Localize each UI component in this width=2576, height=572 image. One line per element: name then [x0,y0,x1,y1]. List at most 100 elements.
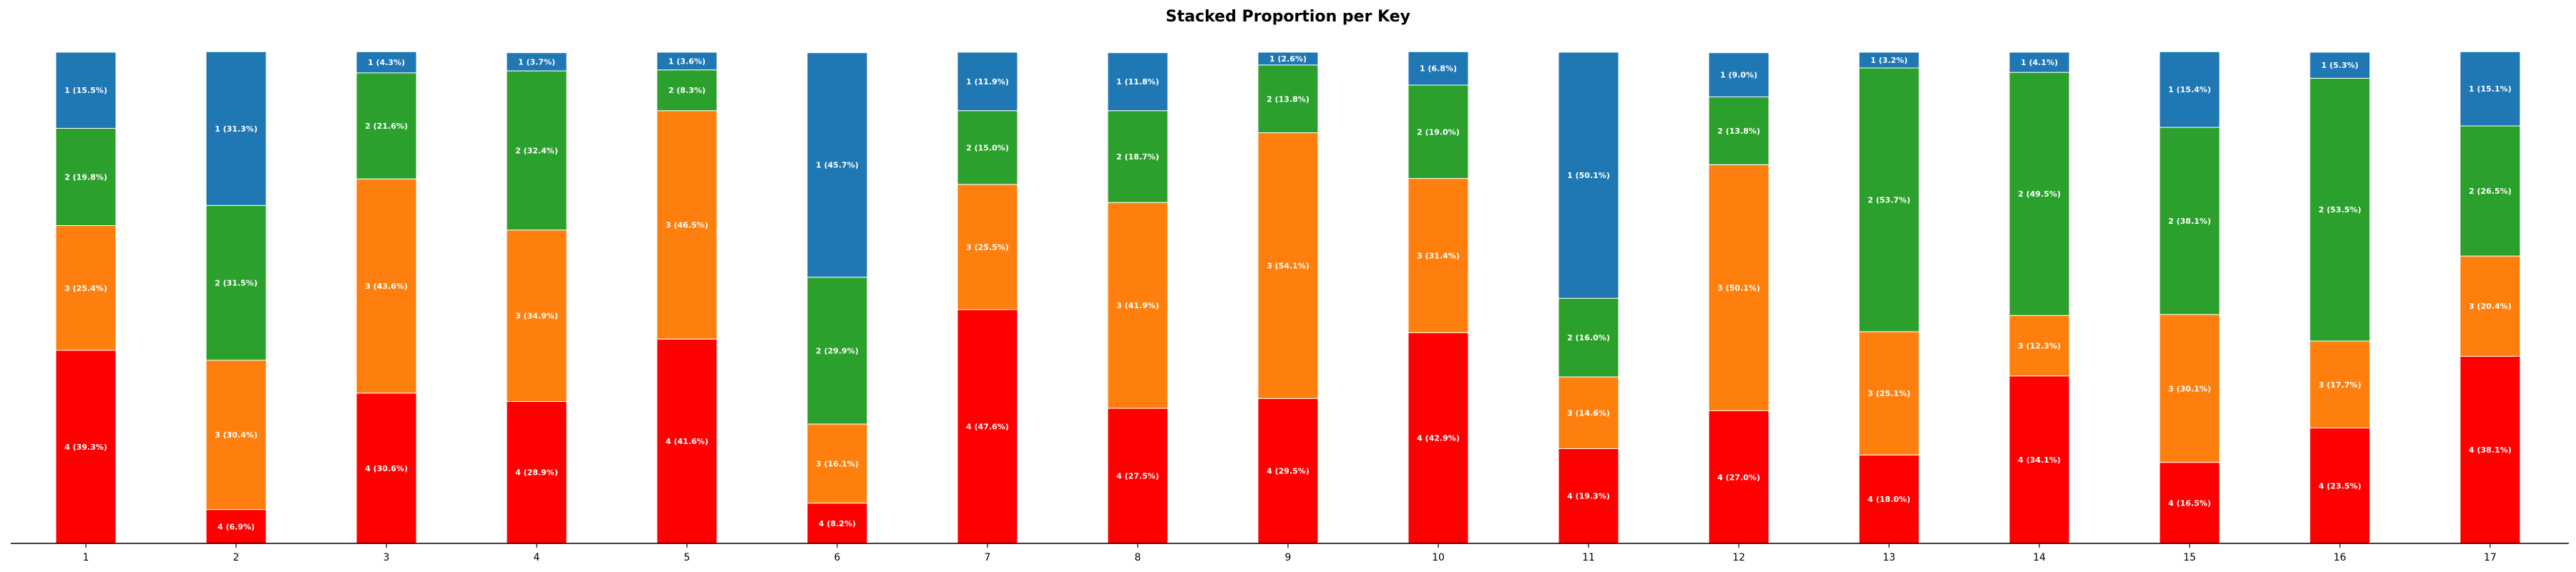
bar-segment-5-key-2 [656,69,718,112]
bar-segment-7-key-3 [957,184,1018,310]
bar-segment-11-key-4 [1558,448,1619,544]
bar-segment-2-key-3 [205,360,267,511]
bar-stack-8 [1107,52,1169,544]
bar-segment-4-key-1 [506,52,567,72]
segment-label-17-key-1: 1 (15.1%) [2469,84,2512,94]
segment-label-2-key-4: 4 (6.9%) [218,522,255,531]
x-tick-label-12: 12 [1732,552,1745,563]
x-tick-label-1: 1 [83,552,89,563]
segment-label-16-key-4: 4 (23.5%) [2318,481,2361,490]
segment-label-13-key-3: 3 (25.1%) [1868,389,1911,398]
x-tick-label-11: 11 [1582,552,1595,563]
bar-segment-16-key-4 [2309,428,2371,544]
bar-segment-9-key-2 [1257,64,1319,134]
segment-label-6-key-1: 1 (45.7%) [816,161,859,170]
segment-label-14-key-2: 2 (49.5%) [2018,189,2061,199]
x-tick-label-7: 7 [985,552,991,563]
bar-segment-15-key-4 [2159,462,2220,544]
bar-segment-17-key-1 [2459,51,2521,127]
segment-label-8-key-1: 1 (11.8%) [1116,77,1159,87]
segment-label-4-key-1: 1 (3.7%) [518,57,555,66]
bar-segment-14-key-4 [2009,375,2070,544]
segment-label-3-key-4: 4 (30.6%) [365,464,408,473]
segment-label-8-key-4: 4 (27.5%) [1116,472,1159,481]
bar-segment-13-key-2 [1858,67,1920,332]
segment-label-4-key-2: 2 (32.4%) [515,146,558,155]
segment-label-16-key-3: 3 (17.7%) [2318,380,2361,390]
bar-segment-15-key-3 [2159,314,2220,463]
segment-label-17-key-2: 2 (26.5%) [2469,187,2512,196]
bar-segment-6-key-4 [806,503,868,544]
segment-label-11-key-4: 4 (19.3%) [1567,492,1610,501]
bar-segment-15-key-1 [2159,51,2220,128]
x-tick-label-16: 16 [2333,552,2346,563]
segment-label-14-key-3: 3 (12.3%) [2018,341,2061,350]
segment-label-9-key-2: 2 (13.8%) [1267,94,1309,104]
segment-labels-layer: 4 (39.3%) 3 (25.4%) 2 (19.8%) 1 (15.5%) 4 (6… [64,54,2512,531]
bar-segment-1-key-1 [55,51,117,129]
bars-layer [55,51,2521,544]
bar-stack-1 [55,51,117,544]
bar-segment-14-key-2 [2009,72,2070,316]
segment-label-3-key-1: 1 (4.3%) [368,58,405,67]
segment-label-15-key-3: 3 (30.1%) [2168,384,2211,393]
bar-segment-9-key-1 [1257,51,1319,66]
bar-stack-4 [506,52,567,544]
segment-label-4-key-3: 3 (34.9%) [515,312,558,321]
segment-label-5-key-2: 2 (8.3%) [668,86,706,95]
segment-label-12-key-4: 4 (27.0%) [1717,473,1760,482]
bar-segment-17-key-4 [2459,355,2521,544]
segment-label-2-key-2: 2 (31.5%) [215,279,258,288]
segment-label-3-key-3: 3 (43.6%) [365,282,408,291]
bar-stack-5 [656,51,718,544]
segment-label-7-key-3: 3 (25.5%) [966,242,1009,252]
segment-label-10-key-4: 4 (42.9%) [1417,434,1460,443]
segment-label-8-key-2: 2 (18.7%) [1116,152,1159,162]
segment-label-13-key-4: 4 (18.0%) [1868,495,1911,504]
bar-segment-16-key-3 [2309,340,2371,429]
bar-segment-15-key-2 [2159,127,2220,315]
segment-label-13-key-2: 2 (53.7%) [1868,195,1911,204]
bar-stack-14 [2009,51,2070,544]
segment-label-7-key-2: 2 (15.0%) [966,143,1009,152]
segment-label-11-key-3: 3 (14.6%) [1567,408,1610,418]
bar-segment-11-key-3 [1558,376,1619,449]
bar-stack-12 [1708,52,1770,544]
bar-segment-16-key-1 [2309,51,2371,79]
segment-label-2-key-1: 1 (31.3%) [215,124,258,134]
segment-label-13-key-1: 1 (3.2%) [1870,56,1908,65]
segment-label-1-key-4: 4 (39.3%) [64,443,107,452]
bar-segment-10-key-1 [1407,51,1469,86]
bar-segment-8-key-1 [1107,52,1169,112]
segment-label-12-key-2: 2 (13.8%) [1717,127,1760,136]
bar-segment-2-key-1 [205,51,267,206]
bar-segment-7-key-2 [957,110,1018,185]
segment-label-9-key-3: 3 (54.1%) [1267,262,1309,271]
segment-label-7-key-4: 4 (47.6%) [966,422,1009,431]
bar-segment-14-key-1 [2009,51,2070,73]
bar-segment-9-key-3 [1257,132,1319,399]
bar-segment-14-key-3 [2009,315,2070,377]
segment-label-15-key-1: 1 (15.4%) [2168,85,2211,94]
segment-label-1-key-1: 1 (15.5%) [64,86,107,95]
bar-segment-1-key-3 [55,225,117,351]
bar-segment-10-key-2 [1407,84,1469,179]
x-tick-label-2: 2 [233,552,240,563]
x-tick-label-5: 5 [684,552,691,563]
segment-label-1-key-2: 2 (19.8%) [64,172,107,182]
bar-segment-10-key-3 [1407,178,1469,333]
x-tick-label-17: 17 [2484,552,2497,563]
segment-label-14-key-1: 1 (4.1%) [2021,58,2058,67]
segment-label-6-key-4: 4 (8.2%) [819,519,856,528]
bar-segment-12-key-4 [1708,410,1770,544]
bar-stack-15 [2159,51,2220,544]
bar-segment-7-key-4 [957,309,1018,544]
segment-label-7-key-1: 1 (11.9%) [966,77,1009,87]
x-tick-label-4: 4 [534,552,540,563]
bar-segment-8-key-4 [1107,408,1169,544]
segment-label-9-key-4: 4 (29.5%) [1267,467,1309,476]
segment-label-3-key-2: 2 (21.6%) [365,122,408,131]
segment-label-11-key-2: 2 (16.0%) [1567,333,1610,342]
